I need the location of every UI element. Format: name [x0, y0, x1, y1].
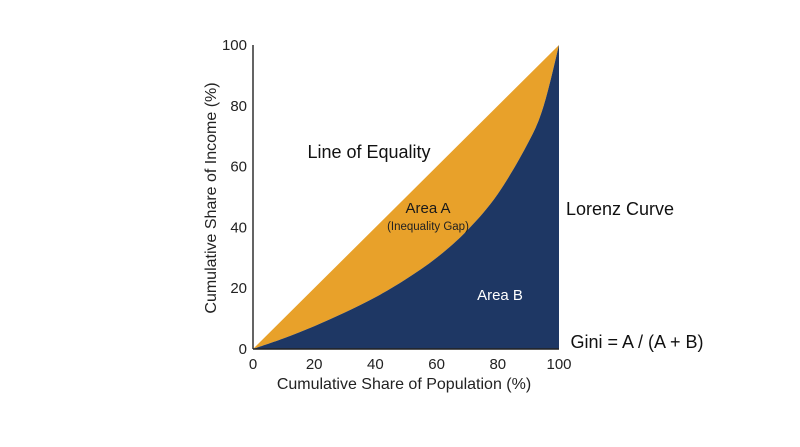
- area-b-fill: [253, 45, 559, 349]
- y-tick-label: 20: [230, 280, 247, 297]
- x-tick-label: 20: [306, 356, 323, 373]
- x-tick-label: 40: [367, 356, 384, 373]
- y-tick-label: 40: [230, 219, 247, 236]
- y-tick-label: 0: [239, 341, 247, 358]
- axes: [252, 45, 559, 350]
- x-axis-title: Cumulative Share of Population (%): [277, 376, 531, 393]
- lorenz-curve-label: Lorenz Curve: [566, 199, 674, 219]
- x-tick-label: 100: [546, 356, 571, 373]
- area-a-sublabel: (Inequality Gap): [387, 221, 469, 233]
- y-axis-title: Cumulative Share of Income (%): [203, 82, 220, 313]
- line-of-equality-label: Line of Equality: [307, 142, 430, 162]
- y-tick-label: 100: [222, 37, 247, 54]
- gini-formula-label: Gini = A / (A + B): [570, 332, 703, 352]
- x-tick-label: 0: [249, 356, 257, 373]
- area-a-fill: [253, 45, 559, 349]
- x-tick-label: 60: [428, 356, 445, 373]
- y-tick-label: 80: [230, 98, 247, 115]
- x-tick-label: 80: [489, 356, 506, 373]
- area-a-label: Area A: [405, 200, 450, 217]
- area-b-label: Area B: [477, 287, 523, 304]
- y-tick-label: 60: [230, 159, 247, 176]
- y-tick-labels: 0 20 40 60 80 100: [222, 37, 247, 358]
- plot-area: [253, 45, 559, 349]
- x-tick-labels: 0 20 40 60 80 100: [249, 356, 572, 373]
